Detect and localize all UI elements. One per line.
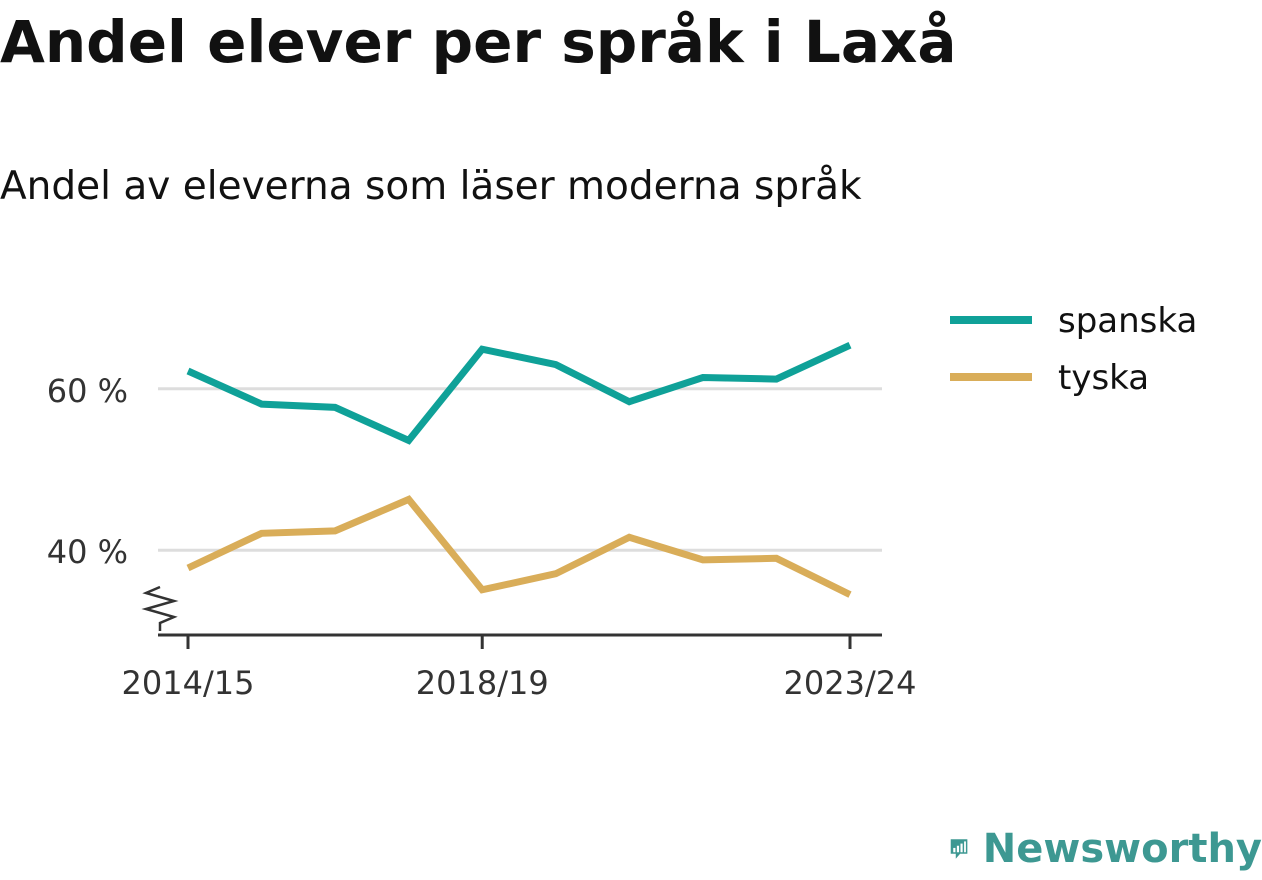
legend: spanska tyska bbox=[950, 301, 1197, 398]
newsworthy-logo: Newsworthy bbox=[950, 818, 1262, 880]
brand-name: Newsworthy bbox=[982, 826, 1262, 872]
series-line-tyska bbox=[186, 495, 852, 598]
newsworthy-logo-icon bbox=[950, 839, 968, 859]
x-axis bbox=[141, 585, 882, 637]
y-tick-label: 40 % bbox=[47, 533, 128, 571]
series-line-spanska bbox=[186, 342, 852, 445]
chart-title: Andel elever per språk i Laxå bbox=[0, 8, 957, 76]
x-tick-label: 2018/19 bbox=[416, 664, 549, 702]
gridlines bbox=[158, 387, 882, 552]
legend-label-spanska: spanska bbox=[1058, 301, 1197, 341]
x-tick-label: 2014/15 bbox=[122, 664, 255, 702]
x-axis-tick-labels: 2014/15 2018/19 2023/24 bbox=[122, 635, 917, 702]
legend-label-tyska: tyska bbox=[1058, 358, 1149, 398]
y-axis-tick-labels: 40 % 60 % bbox=[47, 372, 128, 571]
x-tick-label: 2023/24 bbox=[784, 664, 917, 702]
series-lines bbox=[186, 342, 852, 598]
chart-subtitle: Andel av eleverna som läser moderna språ… bbox=[0, 164, 862, 209]
y-tick-label: 60 % bbox=[47, 372, 128, 410]
y-axis-break-icon bbox=[141, 585, 179, 631]
